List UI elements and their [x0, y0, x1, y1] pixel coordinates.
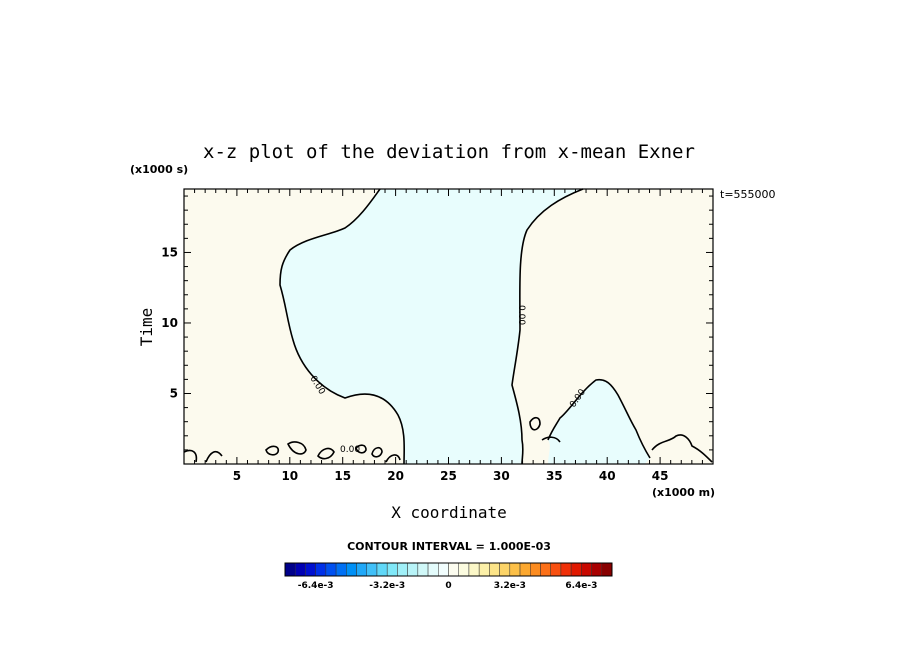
colorbar-swatch [386, 562, 398, 577]
plot-area: 0.00 0.00 0.00 0.00 [183, 188, 714, 465]
colorbar-swatch [581, 562, 592, 577]
contour-small-4 [286, 441, 307, 455]
colorbar-swatch [305, 562, 316, 577]
colorbar-swatch [376, 562, 388, 577]
colorbar-swatch [540, 562, 551, 577]
colorbar-swatch [407, 562, 419, 577]
colorbar-swatch [489, 562, 500, 577]
colorbar-swatch [468, 562, 480, 577]
zero-contours [183, 188, 713, 465]
colorbar-swatch [601, 562, 613, 577]
colorbar-swatch [315, 562, 327, 577]
colorbar-swatch [570, 562, 582, 577]
x-tick-label: 35 [546, 469, 563, 483]
contour-small-3 [265, 445, 280, 456]
contour-small-10 [541, 436, 561, 443]
contour-small-1 [183, 449, 198, 463]
colorbar-swatch [519, 562, 531, 577]
colorbar-label: 6.4e-3 [565, 581, 597, 591]
y-axis-label: Time [137, 308, 156, 347]
chart-title: x-z plot of the deviation from x-mean Ex… [203, 141, 695, 163]
y-tick-label: 10 [161, 316, 178, 330]
contour-label: 0.00 [340, 445, 360, 455]
colorbar-swatch [530, 562, 541, 577]
colorbar-swatch [438, 562, 449, 577]
colorbar-frame [284, 562, 613, 577]
x-tick-label: 15 [334, 469, 351, 483]
x-axis: 5 10 15 20 25 30 35 40 45 [194, 189, 703, 483]
y-tick-label: 15 [161, 245, 178, 259]
colorbar-swatch [294, 562, 306, 577]
x-tick-label: 30 [493, 469, 510, 483]
colorbar-swatch [478, 562, 490, 577]
colorbar-swatch [335, 562, 347, 577]
y-axis: 5 10 15 [161, 195, 713, 451]
colorbar-swatch [499, 562, 511, 577]
colorbar-labels: -6.4e-3 -3.2e-3 0 3.2e-3 6.4e-3 [298, 581, 598, 591]
negative-blob-right [548, 379, 650, 464]
colorbar-swatch [458, 562, 470, 577]
contour-right [511, 188, 584, 465]
colorbar-swatch [397, 562, 408, 577]
contour-small-8 [385, 454, 401, 463]
colorbar-label: -3.2e-3 [369, 581, 405, 591]
x-tick-label: 25 [440, 469, 457, 483]
colorbar-swatch [591, 562, 603, 577]
contour-blob-far-right [651, 434, 713, 463]
colorbar-swatch [417, 562, 429, 577]
colorbar-swatch [448, 562, 459, 577]
contour-small-2 [205, 450, 223, 463]
colorbar [284, 562, 613, 577]
colorbar-label: 3.2e-3 [494, 581, 526, 591]
contour-left [279, 188, 406, 465]
x-tick-label: 45 [652, 469, 669, 483]
colorbar-swatch [284, 562, 296, 577]
y-unit-label: (x1000 s) [130, 163, 188, 176]
x-tick-label: 20 [387, 469, 404, 483]
colorbar-swatch [560, 562, 572, 577]
negative-region [280, 189, 583, 464]
colorbar-label: 0 [445, 581, 451, 591]
colorbar-swatch [356, 562, 367, 577]
y-tick-label: 5 [170, 386, 178, 400]
contour-small-5 [317, 447, 335, 460]
colorbar-swatch [427, 562, 439, 577]
colorbar-swatch [509, 562, 521, 577]
contour-label: 0.00 [516, 305, 526, 325]
x-tick-label: 40 [599, 469, 616, 483]
contour-small-9 [529, 416, 541, 431]
colorbar-label: -6.4e-3 [298, 581, 334, 591]
colorbar-swatch [346, 562, 357, 577]
x-tick-label: 10 [281, 469, 298, 483]
x-tick-label: 5 [233, 469, 241, 483]
contour-interval-text: CONTOUR INTERVAL = 1.000E-03 [347, 540, 551, 553]
time-stamp: t=555000 [720, 188, 776, 201]
x-axis-label: X coordinate [391, 503, 507, 522]
contour-blob-right [547, 378, 651, 459]
colorbar-swatch [366, 562, 378, 577]
x-unit-label: (x1000 m) [652, 486, 715, 499]
contour-small-6 [355, 444, 367, 454]
colorbar-swatch [325, 562, 337, 577]
contour-small-7 [371, 446, 383, 458]
colorbar-swatch [550, 562, 562, 577]
